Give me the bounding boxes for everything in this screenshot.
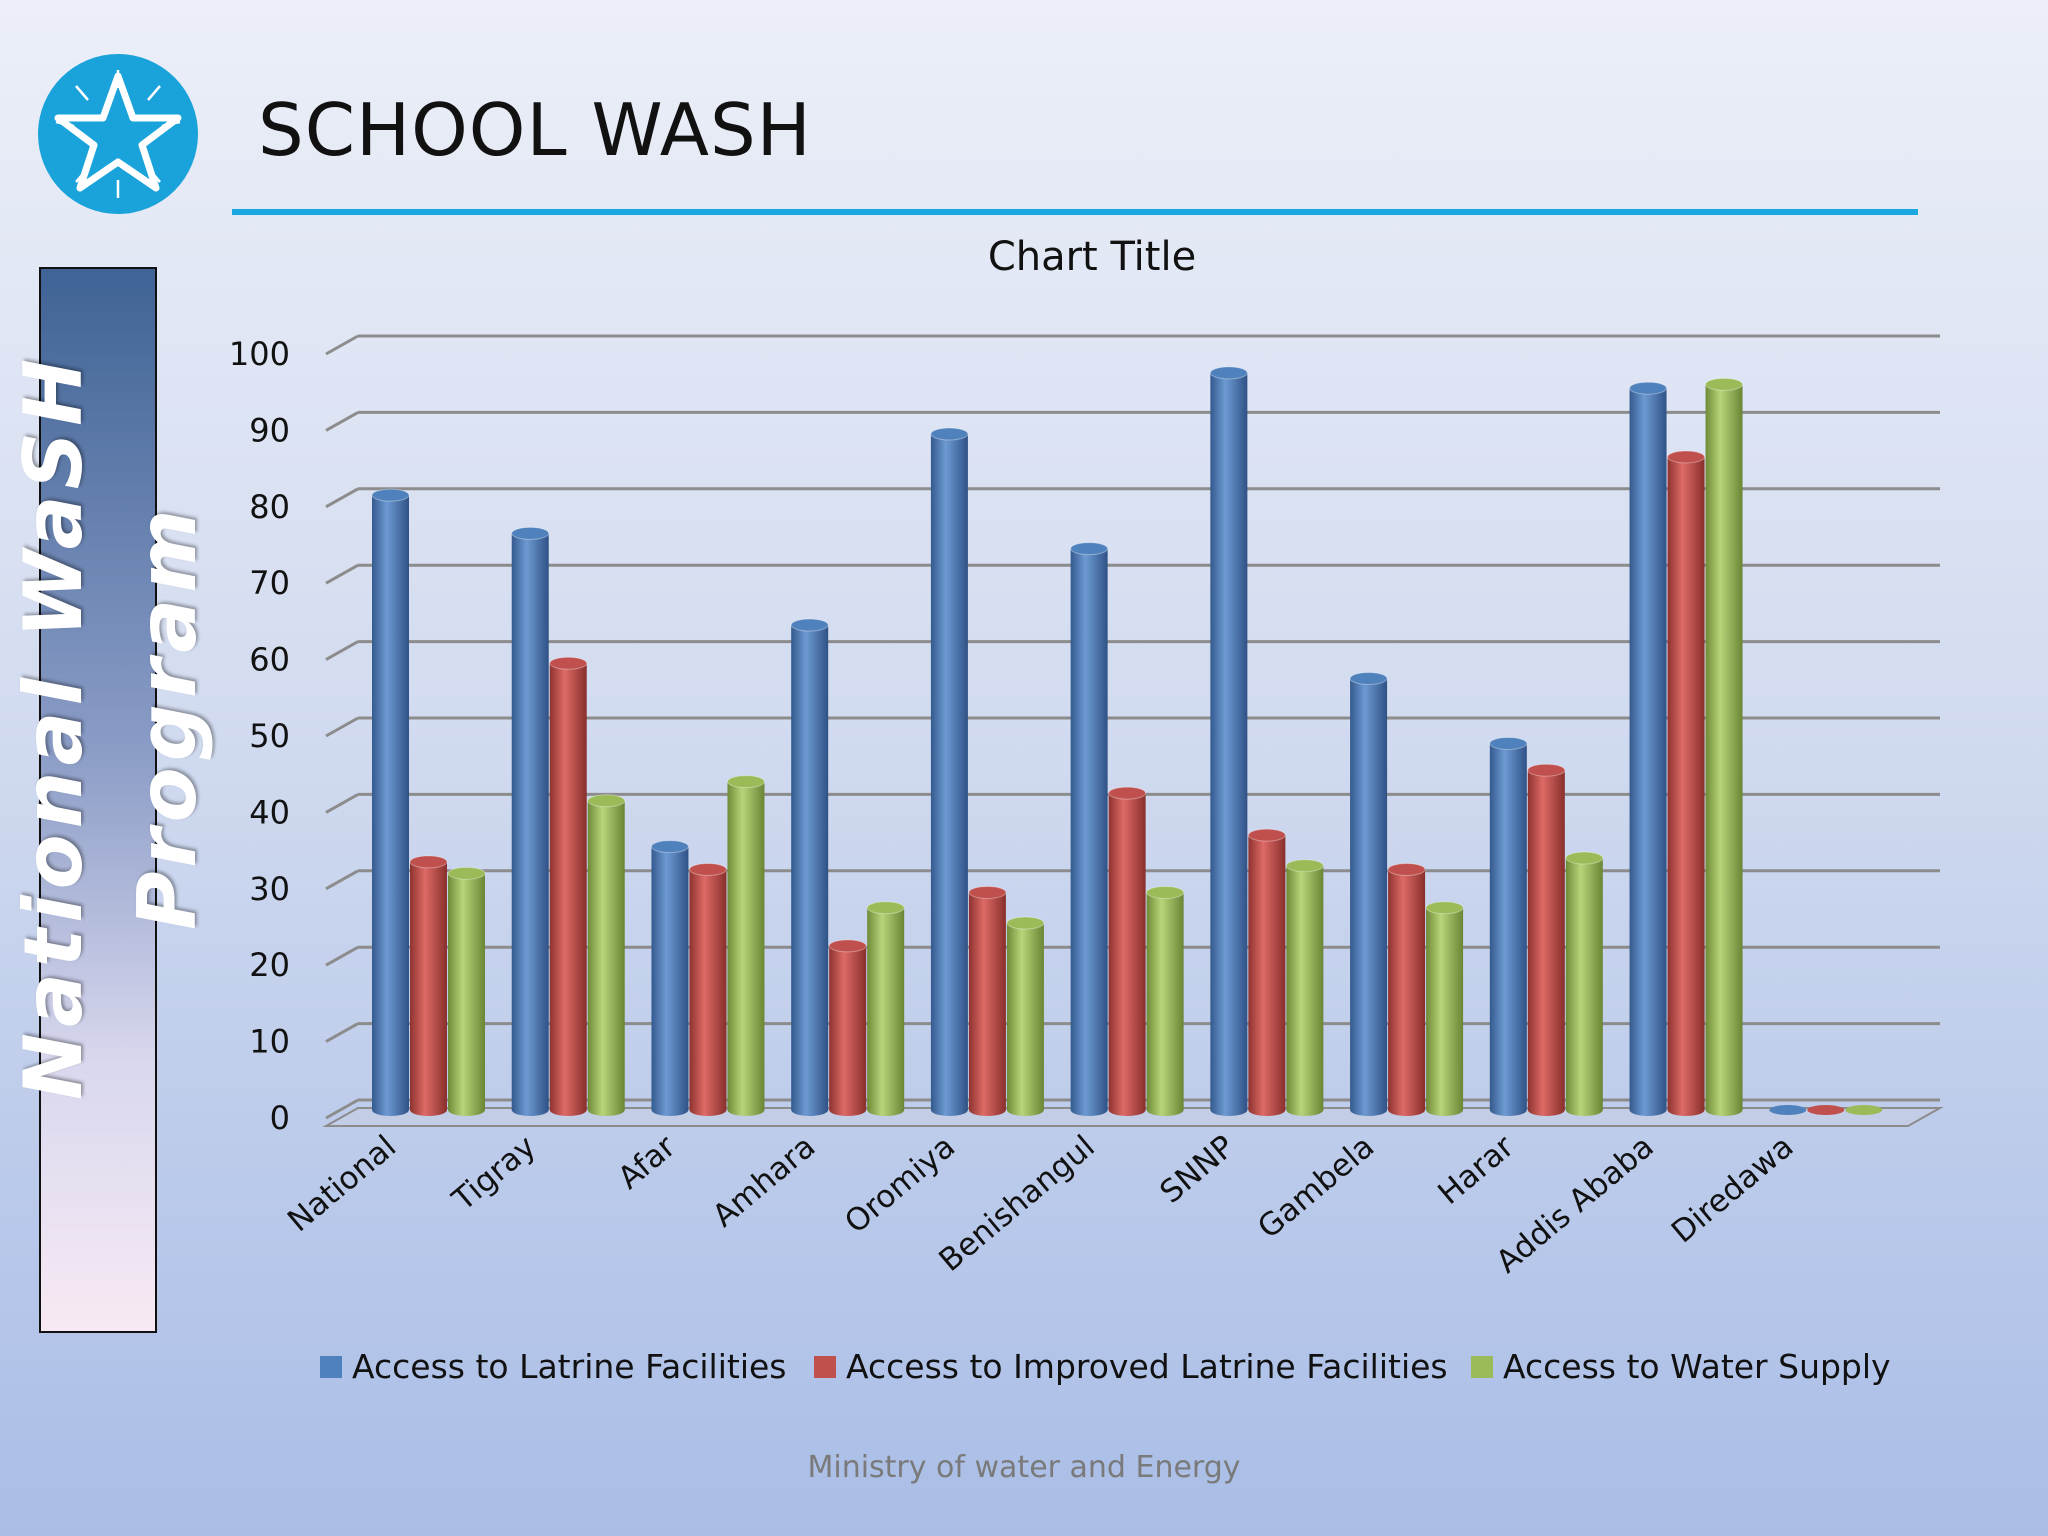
gridline-depth [325, 869, 359, 891]
bar [1667, 450, 1706, 1116]
y-axis-ticks: 0 10 20 30 40 50 60 70 80 90 100 [229, 335, 290, 1137]
gridline-depth [325, 1098, 359, 1120]
bar [930, 427, 969, 1116]
bar [1705, 377, 1744, 1116]
bar [1769, 1105, 1807, 1115]
bar [371, 488, 410, 1116]
y-tick-label: 90 [249, 411, 290, 449]
bar [1489, 736, 1528, 1116]
side-banner [39, 267, 157, 1333]
slide-title: SCHOOL WASH [258, 88, 812, 172]
bar [828, 939, 867, 1116]
y-tick-label: 40 [249, 793, 290, 831]
gridline-depth [325, 563, 359, 585]
bar [688, 863, 727, 1116]
bar [511, 526, 550, 1116]
bar [968, 885, 1007, 1116]
bar [1807, 1105, 1845, 1115]
y-tick-label: 10 [249, 1023, 290, 1061]
y-tick-label: 0 [270, 1099, 290, 1137]
x-tick-label: Afar [611, 1128, 682, 1196]
legend-swatch [814, 1356, 836, 1378]
y-tick-label: 80 [249, 488, 290, 526]
legend-label: Access to Water Supply [1503, 1347, 1891, 1386]
star-shape [54, 72, 182, 192]
bar [1387, 863, 1426, 1116]
legend-label: Access to Latrine Facilities [352, 1347, 787, 1386]
bar [1247, 828, 1286, 1116]
gridline-depth [325, 716, 359, 738]
bar [1070, 542, 1109, 1116]
bar [726, 775, 765, 1116]
gridline-depth [325, 640, 359, 661]
bar [1108, 786, 1147, 1116]
x-tick-label: SNNP [1153, 1129, 1241, 1211]
title-divider [232, 209, 1918, 215]
legend-swatch [1471, 1356, 1493, 1378]
y-tick-label: 60 [249, 641, 290, 679]
chart-title: Chart Title [988, 234, 1196, 280]
gridline-depth [325, 411, 359, 432]
bar [409, 855, 448, 1116]
bar [447, 866, 486, 1116]
bars [371, 366, 1883, 1116]
footer-text: Ministry of water and Energy [807, 1450, 1241, 1485]
bar [1209, 366, 1248, 1116]
bar [790, 618, 829, 1116]
legend-swatch [320, 1356, 342, 1378]
bar [1285, 859, 1324, 1116]
y-tick-label: 70 [249, 564, 290, 602]
star-emblem-icon [38, 54, 198, 214]
bar [1527, 763, 1566, 1116]
logo-circle [38, 54, 198, 214]
gridline-depth [325, 1022, 359, 1043]
y-tick-label: 100 [229, 335, 290, 373]
x-tick-label: Tigray [445, 1129, 543, 1219]
y-tick-label: 30 [249, 870, 290, 908]
bar [1006, 916, 1045, 1116]
bar [650, 840, 689, 1116]
y-tick-label: 20 [249, 946, 290, 984]
bar [1565, 851, 1604, 1116]
bar [1629, 381, 1668, 1116]
x-tick-label: National [281, 1129, 403, 1240]
gridline-depth [325, 487, 359, 509]
bar [1349, 672, 1388, 1116]
bar [1425, 901, 1464, 1116]
bar [587, 794, 626, 1116]
y-tick-label: 50 [249, 717, 290, 755]
x-axis-ticks: National Tigray Afar Amhara OromiyaBenishang… [281, 1128, 1800, 1280]
x-tick-label: Diredawa [1665, 1129, 1800, 1251]
gridline-depth [325, 793, 359, 814]
legend: Access to Latrine Facilities Access to Im… [320, 1347, 1891, 1386]
bar [1845, 1105, 1883, 1115]
bar [866, 901, 905, 1116]
bar [1146, 885, 1185, 1116]
x-tick-label: Gambela [1251, 1129, 1381, 1246]
x-tick-label: Oromiya [838, 1129, 962, 1241]
gridline-depth [325, 945, 359, 967]
gridline-depth [325, 334, 359, 356]
x-tick-label: Harar [1431, 1128, 1521, 1212]
x-tick-label: Amhara [706, 1129, 822, 1235]
legend-label: Access to Improved Latrine Facilities [846, 1347, 1448, 1386]
bar [549, 656, 588, 1116]
